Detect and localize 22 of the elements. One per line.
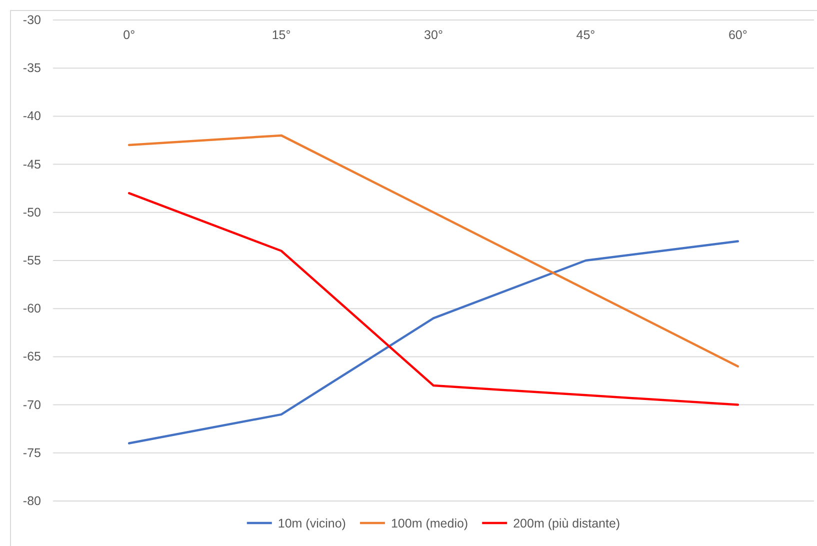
y-tick-label: -50: [22, 205, 42, 220]
x-tick-label: 45°: [576, 28, 596, 42]
y-tick-label: -35: [22, 61, 42, 76]
y-tick-label: -30: [22, 13, 42, 27]
y-tick-label: -70: [22, 398, 42, 412]
line-series: [128, 240, 740, 444]
legend-label: 10m (vicino): [278, 516, 346, 530]
y-tick-label: -75: [22, 446, 42, 460]
legend-label: 100m (medio): [390, 516, 468, 530]
y-tick-label: -80: [22, 494, 42, 508]
line-series: [128, 134, 740, 368]
x-tick-label: 60°: [728, 28, 748, 42]
x-tick-label: 30°: [424, 28, 443, 42]
y-tick-label: -65: [22, 350, 42, 364]
line-series: [128, 192, 740, 406]
x-tick-label: 0°: [123, 28, 136, 42]
x-tick-label: 15°: [272, 28, 291, 42]
legend-label: 200m (più distante): [513, 516, 620, 530]
y-tick-label: -45: [22, 157, 42, 172]
y-tick-label: -60: [22, 302, 42, 316]
y-tick-label: -55: [22, 254, 42, 268]
y-tick-label: -40: [22, 109, 42, 124]
